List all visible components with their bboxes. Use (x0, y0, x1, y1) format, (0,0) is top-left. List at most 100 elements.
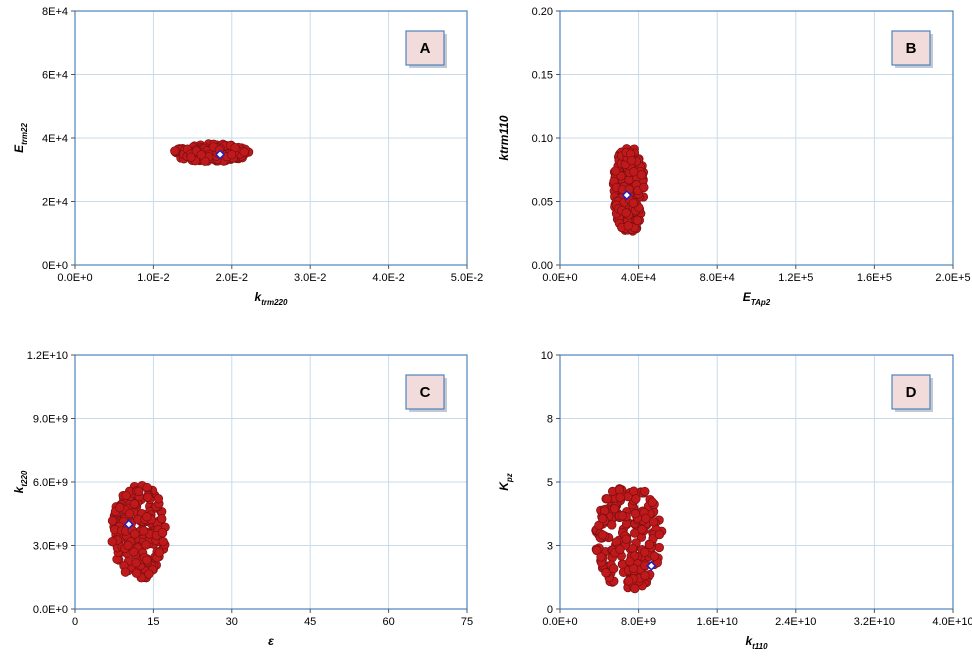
panel-label: C (420, 384, 431, 401)
data-point (157, 514, 167, 524)
y-axis-title: Etrm22 (12, 123, 29, 153)
data-point (654, 529, 665, 540)
y-tick-label: 8E+4 (42, 6, 68, 18)
data-point (602, 494, 612, 504)
data-point (647, 497, 657, 507)
data-point (239, 147, 249, 157)
panel-label: A (420, 40, 431, 57)
x-axis-title: kt110 (745, 634, 768, 651)
data-point (129, 547, 139, 557)
y-tick-label: 9.0E+9 (33, 414, 68, 426)
scatter-series (107, 481, 170, 583)
data-point (597, 513, 608, 524)
data-point (124, 508, 135, 519)
x-axis-title: ε (268, 634, 274, 648)
scatter-series (608, 144, 649, 236)
y-axis-title-subscript: trm22 (20, 123, 29, 145)
panel-a: 0.0E+0 1.0E-2 2.0E-2 3.0E-2 4.0E-2 5.0E-2 0E+0… (12, 6, 483, 307)
x-tick-label: 0.0E+0 (542, 616, 577, 628)
data-point (196, 150, 206, 160)
x-tick-label: 4.0E+10 (932, 616, 972, 628)
panel-label-background (405, 374, 445, 410)
y-tick-label: 8 (547, 414, 553, 426)
panel-label-box: A (405, 30, 447, 68)
data-point (626, 155, 637, 166)
y-axis-title-main: k (12, 485, 26, 493)
data-point (129, 499, 140, 509)
data-point (601, 568, 611, 578)
data-point (624, 576, 634, 586)
y-axis-title-main: E (12, 144, 26, 153)
data-point (640, 570, 650, 581)
y-tick-label: 5 (547, 477, 553, 489)
y-tick-label: 2E+4 (42, 197, 68, 209)
best-estimate-marker (123, 519, 134, 530)
data-point (636, 170, 647, 180)
y-axis-title-main: ktrm110 (497, 115, 511, 160)
y-tick-label: 0.00 (532, 260, 553, 272)
y-tick-label: 10 (541, 350, 553, 362)
data-point (621, 534, 631, 544)
data-point (142, 555, 152, 565)
x-tick-label: 2.4E+10 (775, 616, 816, 628)
panel-c: 0 15 30 45 60 75 0.0E+0 3.0E+9 6.0E+9 9.0E+9 1.2E+… (12, 350, 473, 648)
data-point (158, 536, 168, 547)
data-point (648, 517, 659, 527)
panel-label-box: B (891, 30, 933, 68)
data-point (153, 494, 164, 504)
best-estimate-marker (646, 560, 657, 571)
scatter-series (170, 139, 254, 166)
data-point (610, 166, 621, 176)
x-axis-title-main: k (745, 634, 753, 648)
data-point (115, 502, 125, 513)
x-tick-label: 4.0E-2 (372, 272, 404, 284)
y-tick-label: 3 (547, 541, 553, 553)
data-point (640, 547, 650, 557)
data-point (609, 563, 619, 574)
x-axis-title-subscript: t110 (752, 642, 768, 651)
panel-label-background (405, 30, 445, 66)
x-tick-label: 1.0E-2 (137, 272, 169, 284)
data-point (629, 486, 639, 496)
x-tick-label: 0 (72, 616, 78, 628)
data-point (144, 569, 154, 579)
x-tick-label: 3.0E-2 (294, 272, 326, 284)
x-tick-label: 2.0E+5 (935, 272, 970, 284)
panel-label-box: C (405, 374, 447, 412)
y-tick-label: 0.05 (532, 197, 553, 209)
x-tick-label: 0.0E+0 (57, 272, 92, 284)
y-tick-label: 3.0E+9 (33, 541, 68, 553)
data-point (130, 529, 140, 539)
x-tick-label: 1.6E+5 (857, 272, 892, 284)
panel-label-background (891, 30, 931, 66)
data-point (141, 540, 151, 550)
x-axis-title: ktrm220 (255, 290, 288, 307)
data-point (131, 568, 142, 578)
panel-d: 0.0E+0 8.0E+9 1.6E+10 2.4E+10 3.2E+10 4.0E+10… (497, 350, 972, 651)
panel-label: D (906, 384, 917, 401)
x-axis-title-main: k (255, 290, 263, 304)
data-point (142, 512, 152, 522)
data-point (614, 485, 625, 495)
y-axis-title-subscript: pz (505, 473, 514, 483)
panel-label-background (891, 374, 931, 410)
panel-label-box: D (891, 374, 933, 412)
y-tick-label: 0 (547, 604, 553, 616)
data-point (143, 492, 153, 502)
data-point (621, 208, 631, 218)
data-point (625, 556, 635, 567)
data-point (623, 221, 633, 231)
data-point (134, 486, 144, 497)
y-tick-label: 6.0E+9 (33, 477, 68, 489)
x-tick-label: 2.0E-2 (216, 272, 248, 284)
data-point (170, 146, 180, 156)
panel-b: 0.0E+0 4.0E+4 8.0E+4 1.2E+5 1.6E+5 2.0E+5 0.00… (497, 6, 971, 307)
data-point (154, 547, 164, 558)
x-tick-label: 8.0E+4 (700, 272, 735, 284)
x-axis-title-subscript: TAp2 (751, 298, 771, 307)
y-tick-label: 6E+4 (42, 70, 68, 82)
data-point (637, 524, 647, 535)
data-point (598, 530, 608, 540)
y-axis-title: Kpz (497, 473, 514, 491)
